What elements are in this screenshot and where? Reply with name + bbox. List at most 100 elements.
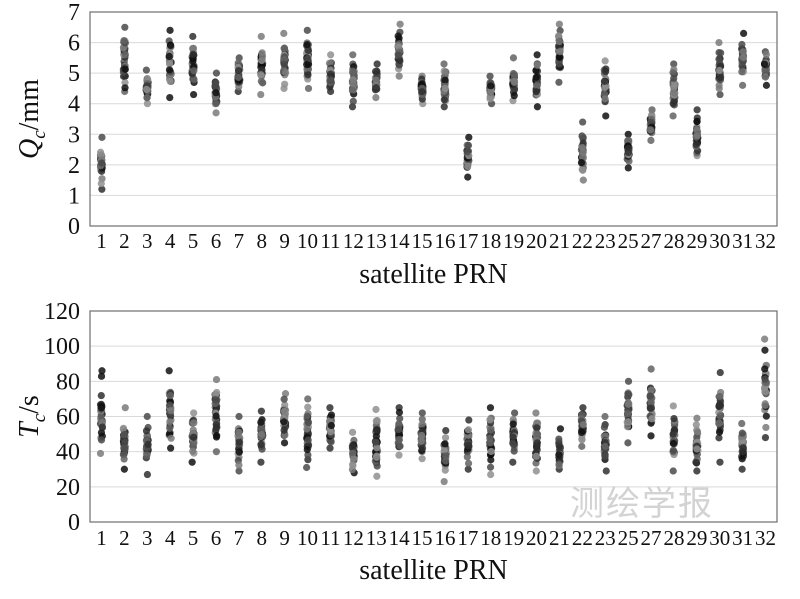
data-point (739, 81, 747, 89)
data-point (441, 76, 449, 84)
data-point (189, 447, 197, 455)
data-point (143, 451, 151, 459)
data-point (97, 391, 105, 400)
data-point (121, 404, 129, 412)
data-point (532, 452, 540, 460)
x-tick-label: 3 (142, 526, 153, 550)
data-point (418, 88, 426, 96)
data-point (190, 419, 198, 427)
data-point (579, 421, 587, 429)
data-point (762, 50, 771, 59)
data-point (486, 72, 494, 80)
data-point (716, 458, 724, 466)
data-point (372, 438, 380, 446)
data-point (304, 436, 312, 444)
y-tick-label: 60 (56, 405, 80, 431)
x-tick-label: 29 (686, 526, 707, 550)
data-point (693, 118, 701, 126)
data-point (486, 434, 494, 443)
data-point (762, 423, 770, 432)
x-tick-label: 30 (709, 526, 730, 550)
data-point (304, 451, 312, 459)
data-point (465, 133, 473, 141)
x-tick-label: 25 (618, 229, 639, 253)
data-point (509, 439, 517, 447)
data-point (693, 131, 702, 139)
data-point (441, 84, 449, 93)
data-point (257, 458, 265, 466)
data-point (511, 409, 519, 417)
data-point (509, 420, 517, 428)
x-tick-label: 11 (320, 229, 340, 253)
data-point (143, 94, 151, 102)
data-point (716, 412, 724, 420)
data-point (213, 432, 221, 440)
y-axis-label-unit: /mm (14, 79, 45, 131)
x-tick-label: 11 (320, 526, 340, 550)
data-point (600, 423, 609, 431)
data-point (464, 173, 472, 181)
x-tick-label: 14 (389, 526, 411, 550)
data-point (280, 426, 288, 434)
data-point (418, 409, 426, 417)
data-point (533, 61, 541, 69)
data-point (440, 96, 448, 104)
data-point (121, 430, 129, 439)
data-point (579, 176, 587, 184)
data-point (715, 419, 723, 428)
data-point (464, 426, 473, 434)
data-point (372, 417, 380, 425)
x-tick-label: 16 (434, 526, 455, 550)
x-tick-label: 27 (641, 229, 662, 253)
data-point (395, 451, 403, 459)
data-point (212, 89, 220, 97)
x-tick-label: 9 (279, 229, 290, 253)
data-point (487, 456, 495, 464)
data-point (761, 335, 769, 343)
x-tick-label: 8 (257, 526, 268, 550)
y-tick-label: 120 (44, 299, 80, 325)
data-point (167, 434, 175, 442)
x-tick-label: 12 (343, 526, 364, 550)
x-tick-label: 18 (480, 526, 501, 550)
data-point (442, 68, 450, 76)
data-point (212, 109, 220, 117)
data-point (281, 390, 290, 398)
x-tick-label: 8 (257, 229, 268, 253)
data-point (761, 73, 770, 81)
data-point (464, 162, 472, 171)
x-tick-label: 30 (709, 229, 730, 253)
data-point (190, 409, 198, 417)
x-tick-label: 18 (480, 229, 501, 253)
data-point (280, 29, 288, 37)
data-point (601, 442, 609, 451)
y-tick-label: 2 (68, 153, 80, 179)
data-point (257, 407, 265, 415)
x-tick-label: 2 (119, 229, 130, 253)
data-point (257, 440, 265, 449)
data-point (143, 470, 151, 479)
x-tick-label: 20 (526, 526, 547, 550)
data-point (669, 402, 677, 410)
data-point (441, 440, 449, 448)
data-point (280, 395, 288, 403)
data-point (303, 445, 311, 454)
data-point (120, 36, 128, 45)
data-point (715, 434, 723, 442)
x-tick-label: 28 (663, 229, 684, 253)
data-point (235, 467, 243, 475)
data-point (533, 81, 541, 89)
data-point (464, 465, 472, 473)
x-axis-label: satellite PRN (359, 259, 508, 290)
y-axis-label-subscript: c (29, 130, 50, 139)
data-point (624, 418, 632, 426)
data-point (463, 453, 471, 461)
data-point (258, 52, 267, 60)
data-point (349, 461, 357, 470)
data-point (394, 426, 403, 434)
data-point (579, 148, 587, 156)
data-point (189, 90, 198, 99)
data-point (601, 412, 609, 421)
data-point (326, 70, 335, 78)
